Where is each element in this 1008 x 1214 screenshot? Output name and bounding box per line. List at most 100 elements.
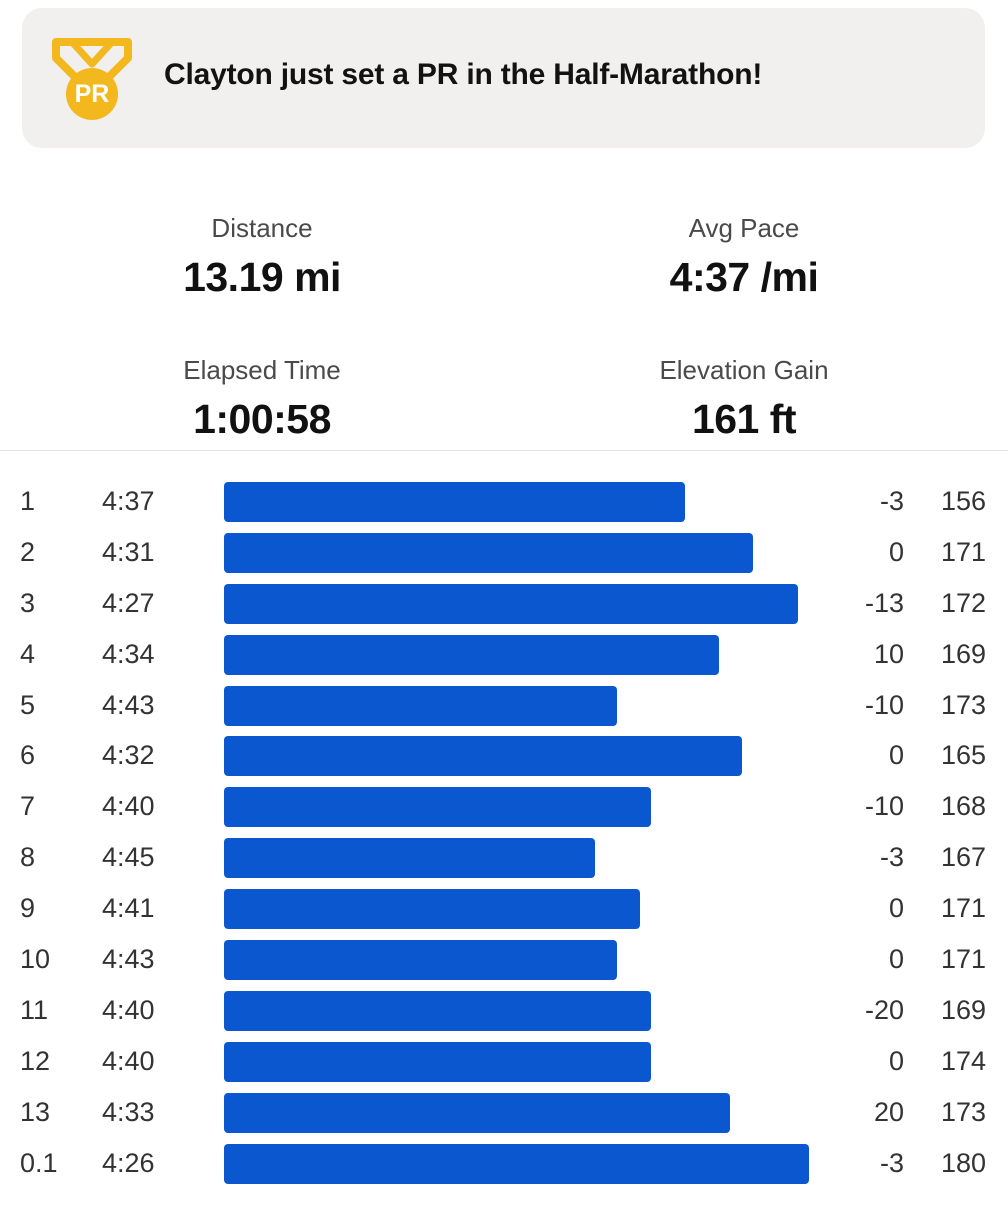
split-pace: 4:45 xyxy=(102,842,155,873)
stat-value: 161 ft xyxy=(691,396,797,442)
stat-value: 4:37 /mi xyxy=(669,254,819,300)
split-mile: 3 xyxy=(20,587,36,618)
stat-value: 13.19 mi xyxy=(183,254,341,300)
split-pace-bar xyxy=(224,634,719,675)
split-heart-rate: 167 xyxy=(940,842,986,873)
split-pace: 4:43 xyxy=(102,944,155,975)
split-elevation: -20 xyxy=(864,994,904,1025)
split-mile: 0.1 xyxy=(20,1147,58,1178)
stat-label: Distance xyxy=(211,213,313,243)
split-mile: 6 xyxy=(20,740,36,771)
split-mile: 1 xyxy=(20,486,36,516)
split-row[interactable]: 10 4:43 0 171 xyxy=(0,934,1008,985)
split-pace-bar xyxy=(224,1092,731,1133)
split-row[interactable]: 8 4:45 -3 167 xyxy=(0,832,1008,883)
split-mile: 11 xyxy=(20,994,49,1025)
split-elevation: 20 xyxy=(873,1096,904,1127)
split-pace-bar xyxy=(224,532,753,573)
split-pace: 4:40 xyxy=(102,1045,155,1076)
split-row[interactable]: 3 4:27 -13 172 xyxy=(0,578,1008,629)
split-pace: 4:40 xyxy=(102,994,155,1025)
stat-value: 1:00:58 xyxy=(193,396,331,442)
split-heart-rate: 171 xyxy=(940,893,986,924)
split-row[interactable]: 1 4:37 -3 156 xyxy=(0,476,1008,527)
split-heart-rate: 173 xyxy=(940,1096,986,1127)
split-pace: 4:43 xyxy=(102,689,155,720)
split-elevation: 0 xyxy=(888,536,904,567)
split-mile: 12 xyxy=(20,1045,51,1076)
split-row[interactable]: 12 4:40 0 174 xyxy=(0,1036,1008,1087)
split-elevation: 10 xyxy=(873,638,904,669)
split-elevation: 0 xyxy=(888,893,904,924)
split-mile: 5 xyxy=(20,689,36,720)
divider xyxy=(0,450,1008,451)
medal-label: PR xyxy=(74,80,110,108)
split-row[interactable]: 7 4:40 -10 168 xyxy=(0,781,1008,832)
split-pace: 4:40 xyxy=(102,791,155,822)
split-elevation: 0 xyxy=(888,1045,904,1076)
split-elevation: -3 xyxy=(879,842,904,873)
split-heart-rate: 174 xyxy=(940,1045,986,1076)
split-row[interactable]: 2 4:31 0 171 xyxy=(0,527,1008,578)
split-row[interactable]: 13 4:33 20 173 xyxy=(0,1087,1008,1138)
split-pace-bar xyxy=(224,1041,652,1082)
split-heart-rate: 180 xyxy=(940,1147,986,1178)
stat-avg-pace: Avg Pace 4:37 /mi xyxy=(574,213,914,301)
split-row[interactable]: 0.1 4:26 -3 180 xyxy=(0,1138,1008,1189)
split-heart-rate: 172 xyxy=(940,587,986,618)
split-pace: 4:26 xyxy=(102,1147,155,1178)
split-heart-rate: 171 xyxy=(940,944,986,975)
split-mile: 9 xyxy=(20,893,36,924)
split-pace-bar xyxy=(224,736,742,777)
split-pace: 4:33 xyxy=(102,1096,155,1127)
split-mile: 4 xyxy=(20,638,36,669)
pr-banner[interactable]: PR Clayton just set a PR in the Half-Mar… xyxy=(22,8,985,148)
split-pace: 4:37 xyxy=(102,486,155,516)
split-pace-bar xyxy=(224,838,595,879)
split-pace-bar xyxy=(224,990,652,1031)
split-pace-bar xyxy=(224,889,640,930)
split-row[interactable]: 5 4:43 -10 173 xyxy=(0,680,1008,731)
split-pace: 4:27 xyxy=(102,587,155,618)
split-pace: 4:34 xyxy=(102,638,155,669)
split-row[interactable]: 11 4:40 -20 169 xyxy=(0,985,1008,1036)
split-pace-bar xyxy=(224,1143,810,1184)
split-row[interactable]: 6 4:32 0 165 xyxy=(0,730,1008,781)
split-elevation: -13 xyxy=(864,587,904,618)
split-pace: 4:31 xyxy=(102,536,155,567)
stat-elapsed-time: Elapsed Time 1:00:58 xyxy=(92,355,432,443)
split-heart-rate: 173 xyxy=(940,689,986,720)
split-pace-bar xyxy=(224,940,618,981)
stat-label: Elapsed Time xyxy=(183,355,341,385)
stat-distance: Distance 13.19 mi xyxy=(92,213,432,301)
split-heart-rate: 171 xyxy=(940,536,986,567)
split-mile: 10 xyxy=(20,944,51,975)
split-elevation: 0 xyxy=(888,740,904,771)
split-elevation: -10 xyxy=(864,791,904,822)
split-row[interactable]: 4 4:34 10 169 xyxy=(0,629,1008,680)
split-heart-rate: 169 xyxy=(940,994,986,1025)
split-elevation: -10 xyxy=(864,689,904,720)
stat-elevation-gain: Elevation Gain 161 ft xyxy=(574,355,914,443)
splits-table: 1 4:37 -3 156 2 4:31 0 171 3 4:27 -13 172 4 4:34 10 169… xyxy=(0,476,1008,1188)
split-pace-bar xyxy=(224,583,798,624)
split-mile: 7 xyxy=(20,791,36,822)
split-heart-rate: 156 xyxy=(940,486,986,516)
split-heart-rate: 169 xyxy=(940,638,986,669)
pr-banner-text: Clayton just set a PR in the Half-Marath… xyxy=(164,58,763,91)
split-mile: 8 xyxy=(20,842,36,873)
split-elevation: 0 xyxy=(888,944,904,975)
split-heart-rate: 165 xyxy=(940,740,986,771)
medal-icon xyxy=(52,38,132,120)
split-pace-bar xyxy=(224,685,618,726)
split-elevation: -3 xyxy=(879,486,904,516)
split-heart-rate: 168 xyxy=(940,791,986,822)
split-mile: 2 xyxy=(20,536,36,567)
split-pace-bar xyxy=(224,482,685,522)
stat-label: Elevation Gain xyxy=(659,355,829,385)
split-row[interactable]: 9 4:41 0 171 xyxy=(0,883,1008,934)
split-elevation: -3 xyxy=(879,1147,904,1178)
split-pace-bar xyxy=(224,787,652,828)
split-pace: 4:41 xyxy=(102,893,155,924)
split-mile: 13 xyxy=(20,1096,51,1127)
